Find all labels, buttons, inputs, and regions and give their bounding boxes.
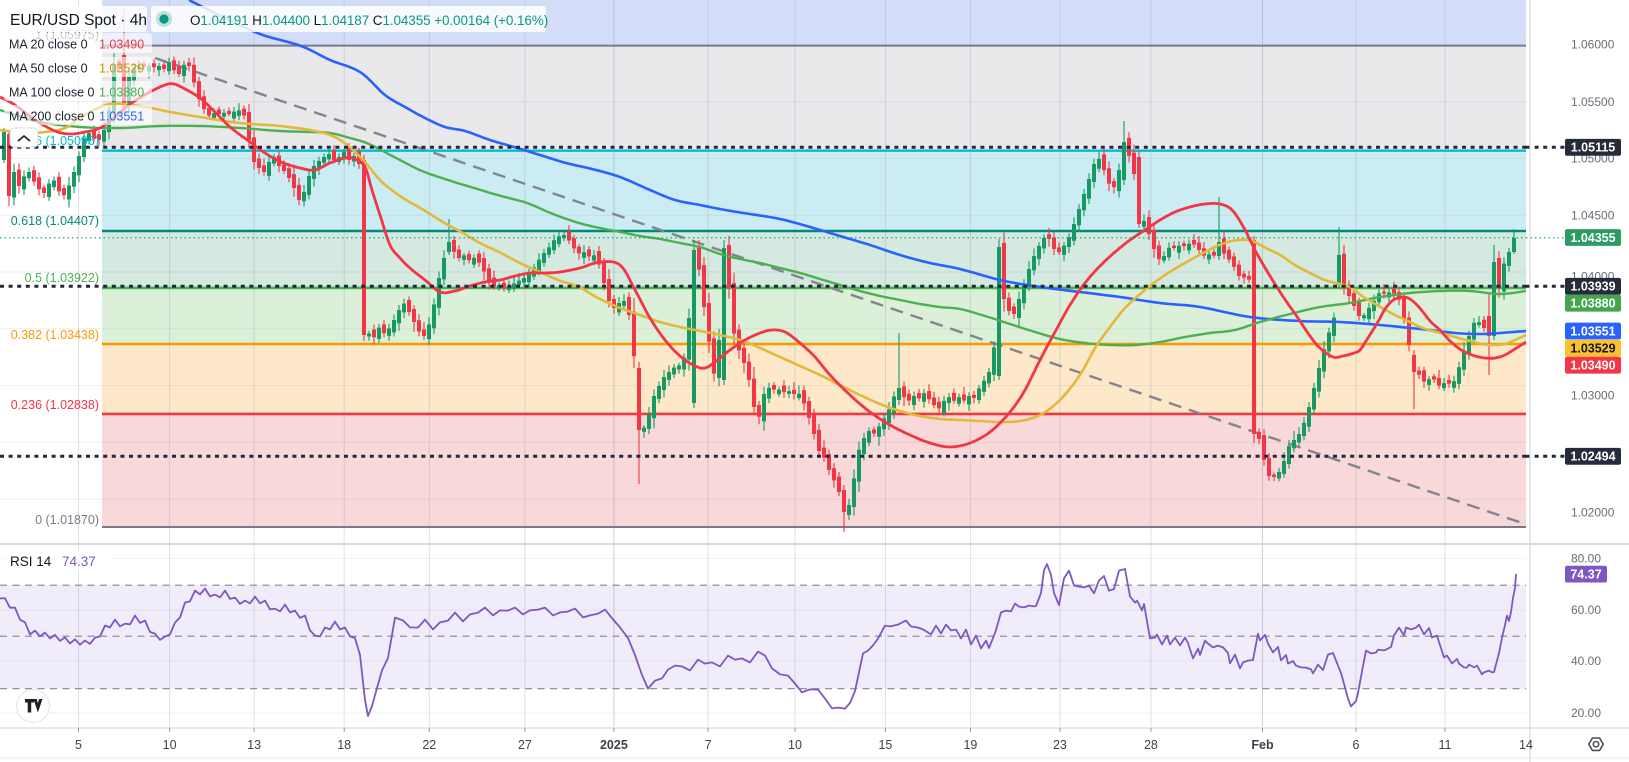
svg-text:O1.04191 H1.04400 L1.04187 C1.: O1.04191 H1.04400 L1.04187 C1.04355 +0.0… (190, 13, 548, 28)
svg-text:0.5 (1.03922): 0.5 (1.03922) (25, 271, 99, 285)
svg-text:19: 19 (963, 738, 977, 752)
svg-text:14: 14 (1519, 738, 1533, 752)
svg-text:1.03529: 1.03529 (1570, 342, 1615, 356)
svg-text:7: 7 (705, 738, 712, 752)
svg-text:23: 23 (1053, 738, 1067, 752)
svg-text:80.00: 80.00 (1571, 552, 1601, 566)
svg-text:MA 20 close 0: MA 20 close 0 (9, 38, 88, 52)
svg-text:MA 100 close 0: MA 100 close 0 (9, 86, 95, 100)
svg-text:1.02000: 1.02000 (1571, 506, 1615, 520)
svg-text:22: 22 (422, 738, 436, 752)
svg-text:0.382 (1.03438): 0.382 (1.03438) (11, 328, 99, 342)
svg-text:Feb: Feb (1251, 738, 1274, 752)
svg-text:1.06000: 1.06000 (1571, 38, 1615, 52)
svg-text:0.236 (1.02838): 0.236 (1.02838) (11, 398, 99, 412)
svg-text:20.00: 20.00 (1571, 706, 1601, 720)
svg-text:10: 10 (788, 738, 802, 752)
svg-text:13: 13 (247, 738, 261, 752)
svg-text:74.37: 74.37 (62, 554, 96, 569)
svg-text:0.618 (1.04407): 0.618 (1.04407) (11, 214, 99, 228)
svg-text:1.04500: 1.04500 (1571, 208, 1615, 222)
svg-text:10: 10 (163, 738, 177, 752)
svg-text:18: 18 (337, 738, 351, 752)
svg-text:5: 5 (75, 738, 82, 752)
svg-text:1.03490: 1.03490 (99, 38, 144, 52)
svg-text:6: 6 (1353, 738, 1360, 752)
svg-text:40.00: 40.00 (1571, 654, 1601, 668)
svg-text:1.05500: 1.05500 (1571, 95, 1615, 109)
svg-text:MA 50 close 0: MA 50 close 0 (9, 62, 88, 76)
svg-text:MA 200 close 0: MA 200 close 0 (9, 110, 95, 124)
svg-text:2025: 2025 (600, 738, 628, 752)
svg-text:1.03939: 1.03939 (1570, 280, 1615, 294)
svg-text:1.03529: 1.03529 (99, 62, 144, 76)
svg-text:60.00: 60.00 (1571, 603, 1601, 617)
svg-text:0 (1.01870): 0 (1.01870) (35, 513, 99, 527)
svg-text:74.37: 74.37 (1570, 568, 1601, 582)
svg-text:1.03551: 1.03551 (99, 110, 144, 124)
svg-text:1.04355: 1.04355 (1570, 231, 1615, 245)
svg-text:1.05115: 1.05115 (1571, 141, 1616, 155)
svg-text:1.03880: 1.03880 (99, 86, 144, 100)
svg-text:1.03490: 1.03490 (1570, 359, 1615, 373)
svg-text:1.02494: 1.02494 (1570, 450, 1615, 464)
svg-text:1.03000: 1.03000 (1571, 389, 1615, 403)
svg-text:RSI 14: RSI 14 (10, 554, 52, 569)
svg-text:11: 11 (1439, 738, 1452, 752)
svg-text:1.03551: 1.03551 (1570, 324, 1615, 338)
svg-text:1.03880: 1.03880 (1570, 297, 1615, 311)
svg-text:EUR/USD Spot · 4h: EUR/USD Spot · 4h (10, 12, 147, 29)
svg-text:28: 28 (1144, 738, 1158, 752)
svg-text:27: 27 (518, 738, 532, 752)
svg-text:15: 15 (878, 738, 892, 752)
